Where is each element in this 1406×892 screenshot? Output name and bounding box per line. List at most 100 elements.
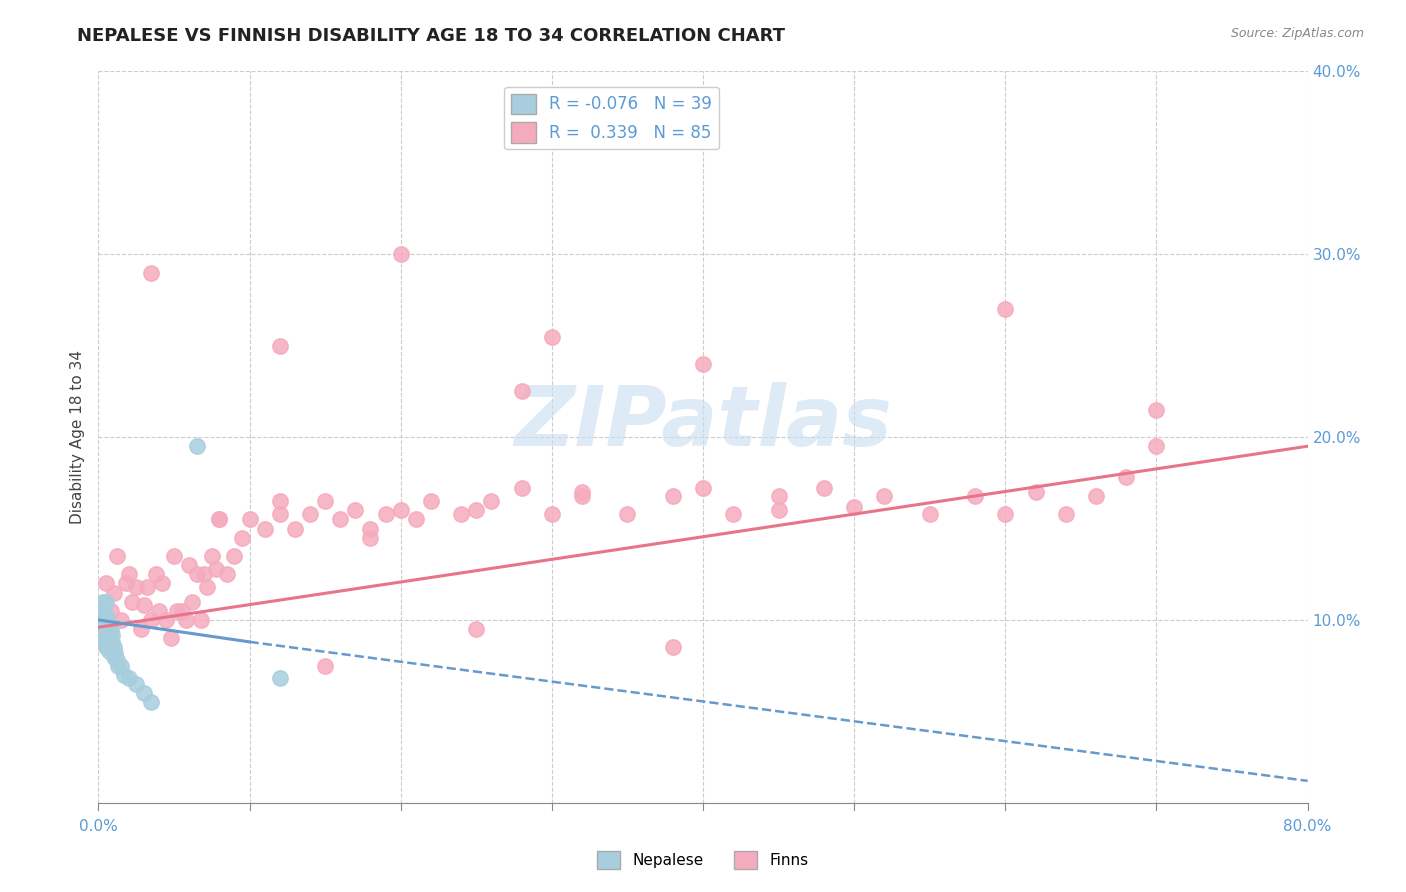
Point: [166, 604, 188, 618]
Point: [103, 585, 125, 599]
Point: [145, 567, 167, 582]
Point: [195, 580, 218, 594]
Point: [125, 677, 148, 691]
Point: [105, 653, 128, 667]
Point: [994, 301, 1017, 317]
Point: [205, 562, 228, 576]
Point: [510, 481, 533, 495]
Point: [269, 494, 291, 508]
Point: [344, 503, 367, 517]
Point: [510, 384, 533, 399]
Point: [1144, 439, 1167, 453]
Point: [170, 604, 193, 618]
Point: [465, 503, 488, 517]
Point: [224, 549, 246, 563]
Point: [93, 635, 115, 649]
Point: [616, 507, 638, 521]
Point: [186, 567, 208, 582]
Point: [121, 594, 143, 608]
Point: [94, 609, 117, 624]
Point: [208, 512, 231, 526]
Point: [94, 640, 117, 655]
Point: [103, 640, 125, 655]
Point: [163, 549, 186, 563]
Point: [132, 599, 155, 613]
Point: [661, 640, 683, 655]
Point: [101, 627, 124, 641]
Point: [269, 672, 291, 686]
Point: [150, 576, 173, 591]
Point: [96, 640, 118, 655]
Point: [692, 357, 714, 371]
Point: [118, 567, 141, 582]
Point: [103, 649, 125, 664]
Point: [132, 686, 155, 700]
Point: [360, 531, 382, 545]
Point: [100, 640, 122, 655]
Point: [98, 644, 121, 658]
Point: [405, 512, 427, 526]
Point: [93, 622, 115, 636]
Point: [374, 507, 396, 521]
Point: [101, 635, 124, 649]
Y-axis label: Disability Age 18 to 34: Disability Age 18 to 34: [69, 350, 84, 524]
Point: [269, 338, 291, 352]
Point: [768, 489, 790, 503]
Point: [661, 489, 683, 503]
Point: [98, 635, 121, 649]
Point: [844, 500, 866, 514]
Point: [768, 503, 790, 517]
Text: NEPALESE VS FINNISH DISABILITY AGE 18 TO 34 CORRELATION CHART: NEPALESE VS FINNISH DISABILITY AGE 18 TO…: [77, 27, 786, 45]
Point: [91, 594, 114, 608]
Point: [571, 489, 593, 503]
Text: 0.0%: 0.0%: [79, 819, 118, 834]
Point: [148, 604, 170, 618]
Point: [110, 658, 132, 673]
Point: [253, 521, 276, 535]
Point: [94, 576, 117, 591]
Point: [450, 507, 472, 521]
Point: [314, 494, 336, 508]
Point: [994, 507, 1017, 521]
Point: [141, 695, 163, 709]
Point: [110, 613, 132, 627]
Point: [91, 635, 114, 649]
Legend: R = -0.076   N = 39, R =  0.339   N = 85: R = -0.076 N = 39, R = 0.339 N = 85: [505, 87, 718, 149]
Point: [193, 567, 215, 582]
Point: [104, 646, 127, 660]
Point: [100, 622, 122, 636]
Point: [465, 622, 488, 636]
Text: 80.0%: 80.0%: [1284, 819, 1331, 834]
Point: [179, 558, 201, 573]
Point: [125, 580, 148, 594]
Point: [1054, 507, 1077, 521]
Point: [1144, 402, 1167, 417]
Point: [107, 658, 129, 673]
Point: [208, 512, 231, 526]
Point: [90, 604, 112, 618]
Point: [135, 580, 157, 594]
Point: [112, 667, 135, 681]
Point: [692, 481, 714, 495]
Point: [1024, 485, 1046, 500]
Point: [389, 247, 412, 261]
Point: [239, 512, 262, 526]
Point: [389, 503, 412, 517]
Text: Source: ZipAtlas.com: Source: ZipAtlas.com: [1230, 27, 1364, 40]
Point: [93, 613, 115, 627]
Point: [540, 329, 562, 343]
Point: [94, 622, 117, 636]
Point: [873, 489, 896, 503]
Point: [141, 613, 163, 627]
Point: [571, 485, 593, 500]
Point: [91, 627, 114, 641]
Point: [160, 632, 183, 646]
Point: [100, 604, 122, 618]
Point: [1085, 489, 1108, 503]
Point: [93, 604, 115, 618]
Point: [201, 549, 224, 563]
Point: [91, 616, 114, 631]
Point: [190, 613, 212, 627]
Point: [269, 507, 291, 521]
Point: [94, 594, 117, 608]
